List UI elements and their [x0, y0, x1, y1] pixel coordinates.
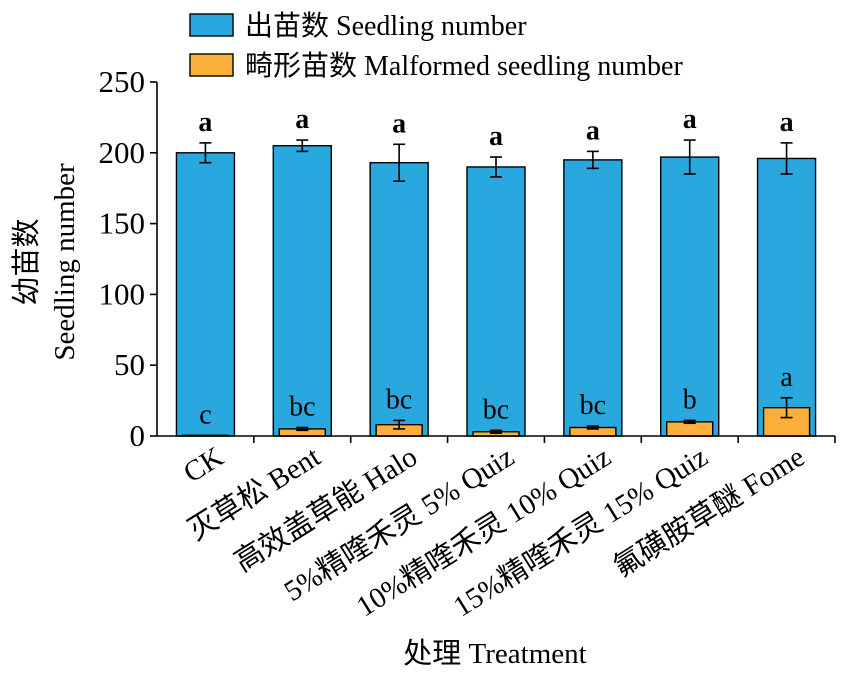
malformed-significance-letter: bc [580, 390, 606, 421]
seedling-significance-letter: a [489, 121, 503, 152]
ticks-layer [150, 81, 836, 443]
x-tick-label: CK [178, 441, 229, 490]
legend-swatch-seedling [189, 13, 234, 37]
seedling-significance-letter: a [780, 107, 794, 138]
x-axis-title: 处理 Treatment [403, 637, 586, 670]
y-tick-label: 100 [99, 276, 146, 311]
y-tick-label: 200 [99, 135, 146, 170]
malformed-significance-letter: bc [483, 394, 509, 425]
seedling-bar [175, 152, 236, 437]
malformed-significance-letter: c [199, 399, 211, 430]
legend-item-seedling: 出苗数 Seedling number [189, 10, 527, 42]
y-tick-label: 0 [130, 418, 146, 453]
legend-label-malformed: 畸形苗数 Malformed seedling number [245, 50, 683, 82]
malformed-significance-letter: b [683, 384, 697, 415]
malformed-significance-letter: bc [289, 392, 315, 423]
seedling-bar [272, 145, 332, 437]
malformed-significance-letter: a [780, 362, 793, 393]
seedling-significance-letter: a [392, 108, 406, 139]
legend-item-malformed: 畸形苗数 Malformed seedling number [189, 50, 683, 82]
legend-swatch-malformed [189, 53, 234, 77]
seedling-bar [756, 157, 817, 437]
seedling-significance-letter: a [198, 107, 212, 138]
seedling-significance-letter: a [586, 115, 600, 146]
axes-layer [156, 82, 835, 437]
seedling-bar [369, 162, 429, 437]
bars-layer [175, 139, 817, 437]
y-axis-title-en: Seedling number [49, 163, 81, 361]
y-tick-label: 250 [99, 64, 146, 99]
y-tick-label: 150 [99, 206, 146, 241]
malformed-significance-letter: bc [386, 384, 412, 415]
seedling-significance-letter: a [683, 104, 697, 135]
legend-label-seedling: 出苗数 Seedling number [245, 10, 527, 42]
legend: 出苗数 Seedling number 畸形苗数 Malformed seedl… [189, 10, 683, 82]
seedling-significance-letter: a [295, 104, 309, 135]
y-tick-label: 50 [114, 347, 145, 382]
y-axis-title-cn: 幼苗数 [10, 218, 43, 305]
